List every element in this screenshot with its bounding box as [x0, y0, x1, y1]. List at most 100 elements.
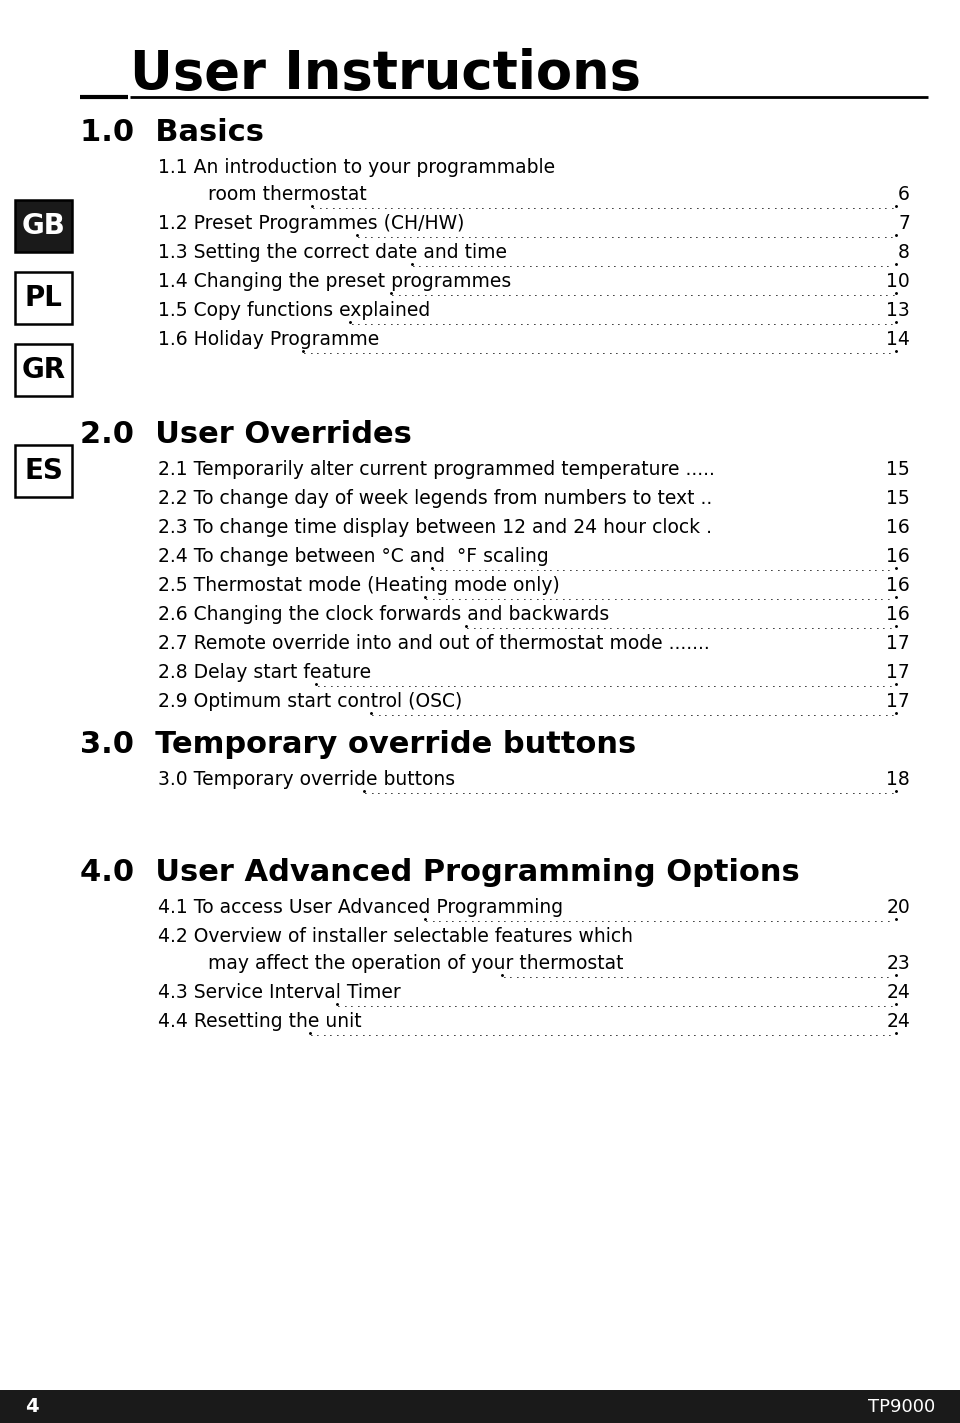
- Text: .: .: [701, 998, 705, 1010]
- Text: .: .: [767, 784, 771, 797]
- Text: 18: 18: [886, 770, 910, 788]
- Text: .: .: [669, 199, 673, 212]
- Text: .: .: [422, 228, 426, 242]
- Text: .: .: [836, 677, 840, 690]
- Text: .: .: [402, 316, 406, 329]
- Text: .: .: [834, 258, 838, 270]
- Text: .: .: [866, 286, 870, 299]
- Text: .: .: [576, 1026, 580, 1039]
- Text: .: .: [323, 677, 326, 690]
- Text: .: .: [506, 998, 510, 1010]
- Text: .: .: [816, 344, 820, 357]
- Text: .: .: [465, 591, 468, 603]
- Text: .: .: [542, 562, 546, 575]
- Text: .: .: [453, 677, 457, 690]
- Text: .: .: [784, 677, 788, 690]
- Text: .: .: [828, 258, 831, 270]
- Text: .: .: [729, 706, 732, 720]
- Text: .: .: [611, 784, 614, 797]
- Text: .: .: [748, 706, 752, 720]
- Text: .: .: [808, 258, 812, 270]
- Text: .: .: [531, 677, 535, 690]
- Text: .: .: [768, 286, 772, 299]
- Text: 13: 13: [886, 302, 910, 320]
- Text: .: .: [747, 316, 751, 329]
- Text: .: .: [415, 998, 419, 1010]
- Text: .: .: [635, 619, 638, 632]
- Text: .: .: [647, 344, 651, 357]
- Text: .: .: [576, 344, 580, 357]
- Text: .: .: [764, 344, 768, 357]
- Text: .: .: [539, 316, 542, 329]
- Text: .: .: [355, 677, 359, 690]
- Text: .: .: [689, 784, 693, 797]
- Text: .: .: [639, 969, 642, 982]
- Text: .: .: [541, 258, 545, 270]
- Text: .: .: [409, 316, 413, 329]
- Text: .: .: [601, 562, 605, 575]
- Text: .: .: [488, 199, 492, 212]
- Text: .: .: [492, 619, 495, 632]
- Text: .: .: [546, 199, 550, 212]
- Text: .: .: [572, 706, 576, 720]
- Text: .: .: [481, 199, 485, 212]
- Text: .: .: [569, 344, 573, 357]
- Text: .: .: [660, 677, 664, 690]
- Text: .: .: [739, 677, 743, 690]
- Text: .: .: [833, 286, 837, 299]
- Text: .: .: [432, 912, 436, 925]
- Text: .: .: [878, 286, 882, 299]
- Text: .: .: [421, 998, 425, 1010]
- Text: .: .: [414, 344, 417, 357]
- Text: .: .: [511, 1026, 515, 1039]
- Text: .: .: [577, 998, 581, 1010]
- Text: .: .: [654, 344, 658, 357]
- Text: .: .: [745, 1026, 749, 1039]
- Text: .: .: [787, 706, 790, 720]
- Text: .: .: [667, 619, 671, 632]
- Text: .: .: [579, 199, 583, 212]
- Text: .: .: [820, 286, 824, 299]
- Text: .: .: [823, 1026, 827, 1039]
- Text: .: .: [795, 969, 799, 982]
- Text: .: .: [431, 258, 435, 270]
- Text: .: .: [806, 199, 809, 212]
- Text: .: .: [786, 199, 790, 212]
- Text: .: .: [550, 344, 554, 357]
- Text: .: .: [695, 199, 699, 212]
- Text: .: .: [581, 591, 585, 603]
- Text: .: .: [605, 784, 609, 797]
- Text: .: .: [492, 1026, 495, 1039]
- Text: .: .: [606, 286, 610, 299]
- Text: .: .: [443, 706, 446, 720]
- Text: .: .: [713, 677, 717, 690]
- Text: .: .: [717, 258, 721, 270]
- Text: .: .: [581, 969, 584, 982]
- Text: .: .: [626, 969, 630, 982]
- Text: .: .: [619, 969, 623, 982]
- Text: .: .: [594, 912, 598, 925]
- Text: .: .: [442, 316, 445, 329]
- Text: .: .: [516, 562, 520, 575]
- Text: .: .: [676, 316, 679, 329]
- Text: .: .: [390, 228, 394, 242]
- Text: .: .: [537, 1026, 540, 1039]
- Text: .: .: [819, 706, 823, 720]
- Text: .: .: [695, 316, 699, 329]
- Text: .: .: [715, 706, 719, 720]
- Text: .: .: [785, 998, 789, 1010]
- Text: .: .: [697, 286, 701, 299]
- Text: .: .: [821, 969, 825, 982]
- Text: .: .: [706, 344, 709, 357]
- Text: .: .: [760, 228, 764, 242]
- Text: .: .: [826, 784, 829, 797]
- Text: .: .: [731, 591, 734, 603]
- Text: .: .: [612, 286, 616, 299]
- Text: .: .: [724, 258, 728, 270]
- Text: .: .: [577, 619, 580, 632]
- Text: .: .: [744, 591, 748, 603]
- Text: .: .: [598, 706, 602, 720]
- Text: .: .: [468, 706, 472, 720]
- Text: .: .: [598, 199, 602, 212]
- Text: .: .: [449, 286, 453, 299]
